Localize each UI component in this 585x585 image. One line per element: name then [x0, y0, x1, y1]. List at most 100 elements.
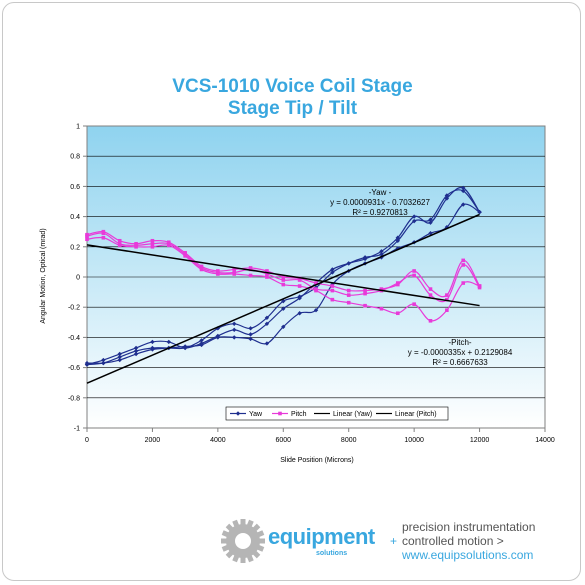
- brand-logo-subtext: solutions: [316, 550, 348, 557]
- pitch-data-point: [346, 288, 351, 293]
- pitch-data-point: [330, 284, 335, 288]
- pitch-data-point: [117, 238, 122, 243]
- yaw-data-point: [428, 217, 433, 222]
- gridlines: [87, 155, 545, 399]
- x-tick-label: 14000: [535, 437, 555, 444]
- yaw-data-point: [248, 336, 253, 342]
- pitch-data-point: [281, 278, 286, 282]
- x-tick-label: 6000: [275, 437, 291, 444]
- linear-yaw-trendline: [86, 213, 480, 384]
- yaw-data-point: [297, 311, 302, 316]
- pitch-data-point: [428, 293, 433, 297]
- yaw-data-point: [133, 345, 139, 351]
- pitch-data-point: [281, 275, 286, 279]
- yaw-data-point: [117, 354, 122, 360]
- pitch-data-point: [216, 272, 220, 276]
- pitch-data-point: [150, 238, 155, 243]
- pitch-data-point: [134, 245, 138, 249]
- yaw-data-point: [264, 341, 270, 346]
- brand-logo-text: equipment: [268, 524, 375, 549]
- pitch-data-point: [314, 281, 318, 285]
- pitch-data-point: [363, 288, 367, 293]
- yaw-data-point: [281, 324, 286, 330]
- y-tick-label: -1: [74, 426, 80, 433]
- yaw-data-point: [313, 308, 319, 313]
- pitch-data-point: [281, 282, 286, 287]
- yaw-data-point: [101, 357, 106, 363]
- pitch-data-point: [150, 241, 155, 246]
- yaw-data-point: [297, 294, 302, 299]
- y-tick-label: 0: [76, 275, 80, 282]
- pitch-data-point: [428, 318, 433, 323]
- pitch-data-point: [232, 267, 237, 272]
- yaw-data-point: [248, 332, 253, 337]
- pitch-data-point: [330, 288, 335, 293]
- yaw-data-point: [281, 306, 286, 311]
- yaw-data-point: [411, 214, 417, 219]
- pitch-data-point: [461, 281, 466, 285]
- website-link[interactable]: www.equipsolutions.com: [402, 548, 534, 562]
- yaw-data-point: [84, 360, 90, 366]
- yaw-data-point: [150, 339, 155, 345]
- yaw-data-point: [264, 321, 270, 327]
- gear-tooth: [240, 519, 246, 526]
- yaw-data-point: [182, 344, 188, 349]
- yaw-data-point: [248, 326, 253, 331]
- axis-ticks: -1 -0.8 -0.6 -0.4 -0.2 0 0.2 0.4 0.6 0.8 1 0 2000 400…: [68, 124, 555, 445]
- pitch-data-point: [346, 300, 351, 305]
- yaw-data-point: [232, 321, 237, 327]
- pitch-data-point: [265, 272, 269, 276]
- yaw-data-point: [133, 348, 139, 354]
- pitch-data-point: [346, 293, 351, 297]
- pitch-data-point: [428, 287, 433, 291]
- yaw-annotation-r2: R² = 0.9270813: [352, 208, 408, 217]
- pitch-data-point: [363, 291, 367, 296]
- pitch-data-point: [183, 254, 187, 258]
- yaw-data-point: [461, 185, 466, 191]
- y-tick-label: 0.6: [70, 184, 80, 191]
- yaw-data-point: [199, 342, 204, 348]
- tagline-line-2: controlled motion >: [402, 534, 504, 548]
- chart-subtitle: Stage Tip / Tilt: [227, 98, 358, 119]
- pitch-data-point: [477, 284, 482, 288]
- yaw-data-point: [117, 357, 122, 363]
- legend-label: Linear (Yaw): [333, 411, 372, 418]
- pitch-annotation-r2: R² = 0.6667633: [432, 358, 488, 367]
- pitch-data-point: [395, 311, 400, 316]
- pitch-data-point: [85, 234, 89, 239]
- pitch-data-point: [265, 275, 269, 279]
- y-axis-label: Angular Motion, Optical (mrad): [40, 228, 47, 323]
- legend-label: Linear (Pitch): [395, 411, 437, 418]
- yaw-data-point: [117, 351, 122, 357]
- yaw-trendline-annotation: -Yaw - y = 0.0000931x - 0.7032627 R² = 0…: [305, 188, 455, 218]
- pitch-data-point: [445, 297, 449, 302]
- x-tick-label: 4000: [210, 437, 226, 444]
- y-tick-label: 0.4: [70, 214, 80, 221]
- pitch-data-point: [379, 306, 384, 311]
- yaw-data-point: [346, 261, 351, 266]
- x-axis-label: Slide Position (Microns): [280, 457, 354, 464]
- legend: Yaw Pitch Linear (Yaw) Linear (Pitch): [225, 406, 449, 421]
- yaw-data-point: [264, 315, 270, 320]
- legend-label: Pitch: [291, 411, 307, 418]
- y-tick-label: -0.6: [68, 365, 80, 372]
- pitch-data-point: [461, 263, 466, 267]
- x-tick-label: 8000: [341, 437, 357, 444]
- pitch-data-point: [445, 293, 449, 297]
- pitch-data-point: [232, 272, 237, 276]
- yaw-annotation-equation: y = 0.0000931x - 0.7032627: [330, 198, 430, 207]
- pitch-data-point: [101, 235, 106, 240]
- yaw-data-point: [215, 335, 221, 340]
- pitch-data-point: [101, 231, 106, 236]
- pitch-data-point: [297, 278, 302, 282]
- yaw-data-point: [477, 209, 482, 215]
- pitch-data-point: [461, 258, 466, 263]
- pitch-data-point: [166, 243, 171, 248]
- yaw-data-point: [232, 327, 237, 333]
- x-tick-label: 0: [85, 437, 89, 444]
- yaw-data-point: [362, 255, 368, 260]
- pitch-data-point: [412, 269, 416, 273]
- x-tick-label: 10000: [404, 437, 424, 444]
- x-tick-label: 12000: [470, 437, 490, 444]
